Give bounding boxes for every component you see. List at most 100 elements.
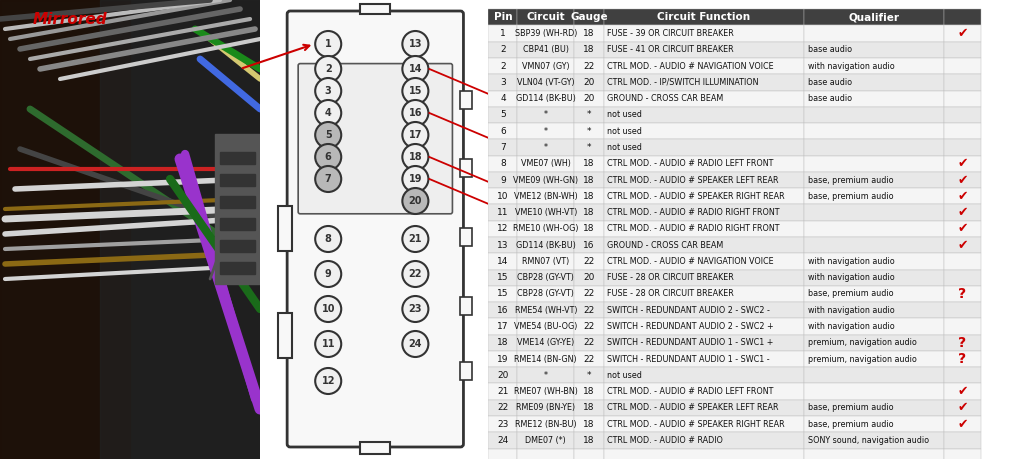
Text: ✔: ✔	[957, 239, 968, 252]
Text: 18: 18	[409, 152, 422, 162]
Circle shape	[315, 31, 341, 57]
Text: 14: 14	[498, 257, 509, 266]
Text: CBP28 (GY-VT): CBP28 (GY-VT)	[517, 290, 574, 298]
Bar	[603, 204, 805, 221]
Bar	[574, 448, 603, 459]
Bar	[574, 237, 603, 253]
Circle shape	[315, 296, 341, 322]
Text: RME12 (BN-BU): RME12 (BN-BU)	[515, 420, 577, 429]
Text: VME09 (WH-GN): VME09 (WH-GN)	[513, 175, 579, 185]
Text: RME10 (WH-OG): RME10 (WH-OG)	[513, 224, 579, 233]
Bar	[944, 123, 981, 140]
Circle shape	[402, 144, 428, 170]
Bar	[603, 302, 805, 319]
Text: 18: 18	[583, 208, 595, 217]
Bar	[461, 297, 472, 315]
Bar	[488, 140, 517, 156]
Bar	[517, 383, 574, 400]
Bar	[944, 172, 981, 188]
Bar	[517, 269, 574, 286]
Bar	[220, 218, 255, 230]
Text: 19: 19	[498, 354, 509, 364]
Bar	[517, 351, 574, 367]
Bar	[517, 123, 574, 140]
Text: 18: 18	[583, 192, 595, 201]
Text: CTRL MOD. - AUDIO # SPEAKER LEFT REAR: CTRL MOD. - AUDIO # SPEAKER LEFT REAR	[607, 403, 778, 412]
Text: ✔: ✔	[957, 401, 968, 414]
Text: ✔: ✔	[957, 190, 968, 203]
Bar	[517, 253, 574, 269]
Bar	[574, 25, 603, 42]
Bar	[517, 286, 574, 302]
Text: 17: 17	[498, 322, 509, 331]
Text: 22: 22	[409, 269, 422, 279]
Circle shape	[315, 122, 341, 148]
Circle shape	[315, 368, 341, 394]
Bar	[488, 400, 517, 416]
Text: 13: 13	[498, 241, 509, 250]
Bar	[603, 42, 805, 58]
Bar	[603, 156, 805, 172]
Circle shape	[402, 122, 428, 148]
Text: not used: not used	[607, 143, 642, 152]
Bar	[100, 0, 260, 459]
Bar	[944, 221, 981, 237]
Text: 9: 9	[325, 269, 332, 279]
Text: CTRL MOD. - AUDIO # SPEAKER LEFT REAR: CTRL MOD. - AUDIO # SPEAKER LEFT REAR	[607, 175, 778, 185]
Text: 10: 10	[322, 304, 335, 314]
Bar	[360, 4, 390, 14]
Text: ?: ?	[958, 287, 967, 301]
Text: 22: 22	[584, 322, 595, 331]
Bar	[488, 172, 517, 188]
Bar	[603, 448, 805, 459]
Bar	[574, 416, 603, 432]
Circle shape	[402, 188, 428, 214]
Bar	[944, 448, 981, 459]
Bar	[603, 58, 805, 74]
Text: GD114 (BK-BU): GD114 (BK-BU)	[516, 241, 575, 250]
Bar	[517, 319, 574, 335]
Bar	[517, 302, 574, 319]
Text: VME10 (WH-VT): VME10 (WH-VT)	[515, 208, 577, 217]
Text: GD114 (BK-BU): GD114 (BK-BU)	[516, 94, 575, 103]
Bar	[944, 140, 981, 156]
Bar	[574, 58, 603, 74]
Text: RME14 (BN-GN): RME14 (BN-GN)	[514, 354, 578, 364]
Circle shape	[315, 226, 341, 252]
Bar	[944, 42, 981, 58]
Bar	[603, 253, 805, 269]
Bar	[488, 107, 517, 123]
Text: 3: 3	[500, 78, 506, 87]
Text: 22: 22	[584, 354, 595, 364]
Circle shape	[315, 100, 341, 126]
Text: VME54 (BU-OG): VME54 (BU-OG)	[514, 322, 578, 331]
Bar	[488, 237, 517, 253]
Circle shape	[315, 166, 341, 192]
Bar	[574, 367, 603, 383]
Text: 15: 15	[498, 273, 509, 282]
Bar	[944, 253, 981, 269]
Text: 22: 22	[584, 62, 595, 71]
Bar	[488, 42, 517, 58]
Text: 22: 22	[584, 257, 595, 266]
Bar	[215, 134, 260, 284]
Text: Qualifier: Qualifier	[849, 12, 899, 22]
Text: 7: 7	[325, 174, 332, 184]
Bar	[488, 58, 517, 74]
Text: base, premium audio: base, premium audio	[808, 403, 893, 412]
Bar	[944, 319, 981, 335]
Bar	[805, 90, 944, 107]
Bar	[944, 383, 981, 400]
Text: GROUND - CROSS CAR BEAM: GROUND - CROSS CAR BEAM	[607, 241, 723, 250]
Text: 1: 1	[500, 29, 506, 38]
Bar	[574, 253, 603, 269]
Text: CTRL MOD. - AUDIO # RADIO LEFT FRONT: CTRL MOD. - AUDIO # RADIO LEFT FRONT	[607, 159, 773, 168]
Bar	[944, 432, 981, 448]
Text: ✔: ✔	[957, 157, 968, 170]
Bar	[517, 42, 574, 58]
Bar	[805, 172, 944, 188]
Text: 7: 7	[500, 143, 506, 152]
Bar	[603, 188, 805, 204]
Bar	[944, 351, 981, 367]
Bar	[517, 335, 574, 351]
